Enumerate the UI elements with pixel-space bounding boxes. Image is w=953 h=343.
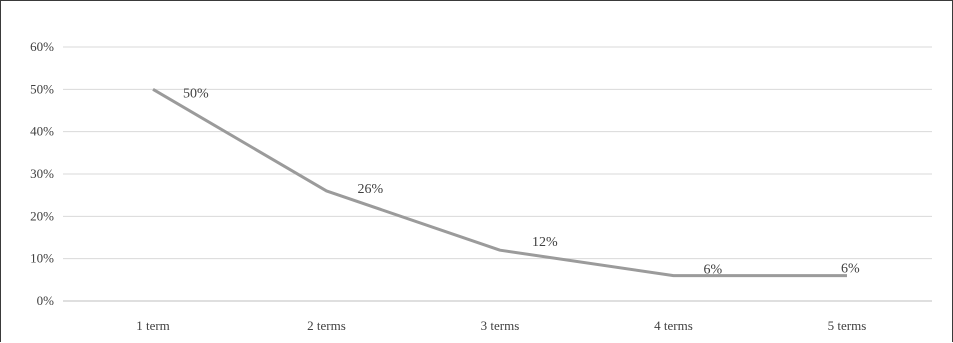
x-tick-label: 3 terms — [481, 318, 520, 333]
series-line — [152, 88, 847, 278]
y-tick-label: 30% — [30, 166, 54, 181]
y-tick-label: 50% — [30, 81, 54, 96]
series-lines — [152, 88, 848, 278]
x-tick-label: 5 terms — [828, 318, 867, 333]
x-tick-label: 2 terms — [307, 318, 346, 333]
y-tick-label: 60% — [30, 39, 54, 54]
data-label: 26% — [358, 182, 384, 197]
x-tick-label: 1 term — [136, 318, 170, 333]
data-labels: 50% 26% 12% 6% 6% — [183, 86, 860, 277]
gridlines — [63, 46, 932, 302]
data-label: 50% — [183, 86, 209, 101]
y-tick-label: 20% — [30, 208, 54, 223]
y-tick-label: 10% — [30, 251, 54, 266]
x-axis-tick-labels: 1 term 2 terms 3 terms 4 terms 5 terms — [136, 318, 866, 333]
y-tick-label: 40% — [30, 124, 54, 139]
y-tick-label: 0% — [37, 293, 55, 308]
data-label: 12% — [532, 235, 558, 250]
x-tick-label: 4 terms — [654, 318, 693, 333]
data-label: 6% — [841, 262, 860, 277]
y-axis-tick-labels: 0% 10% 20% 30% 40% 50% 60% — [30, 39, 54, 308]
data-label: 6% — [704, 263, 723, 278]
